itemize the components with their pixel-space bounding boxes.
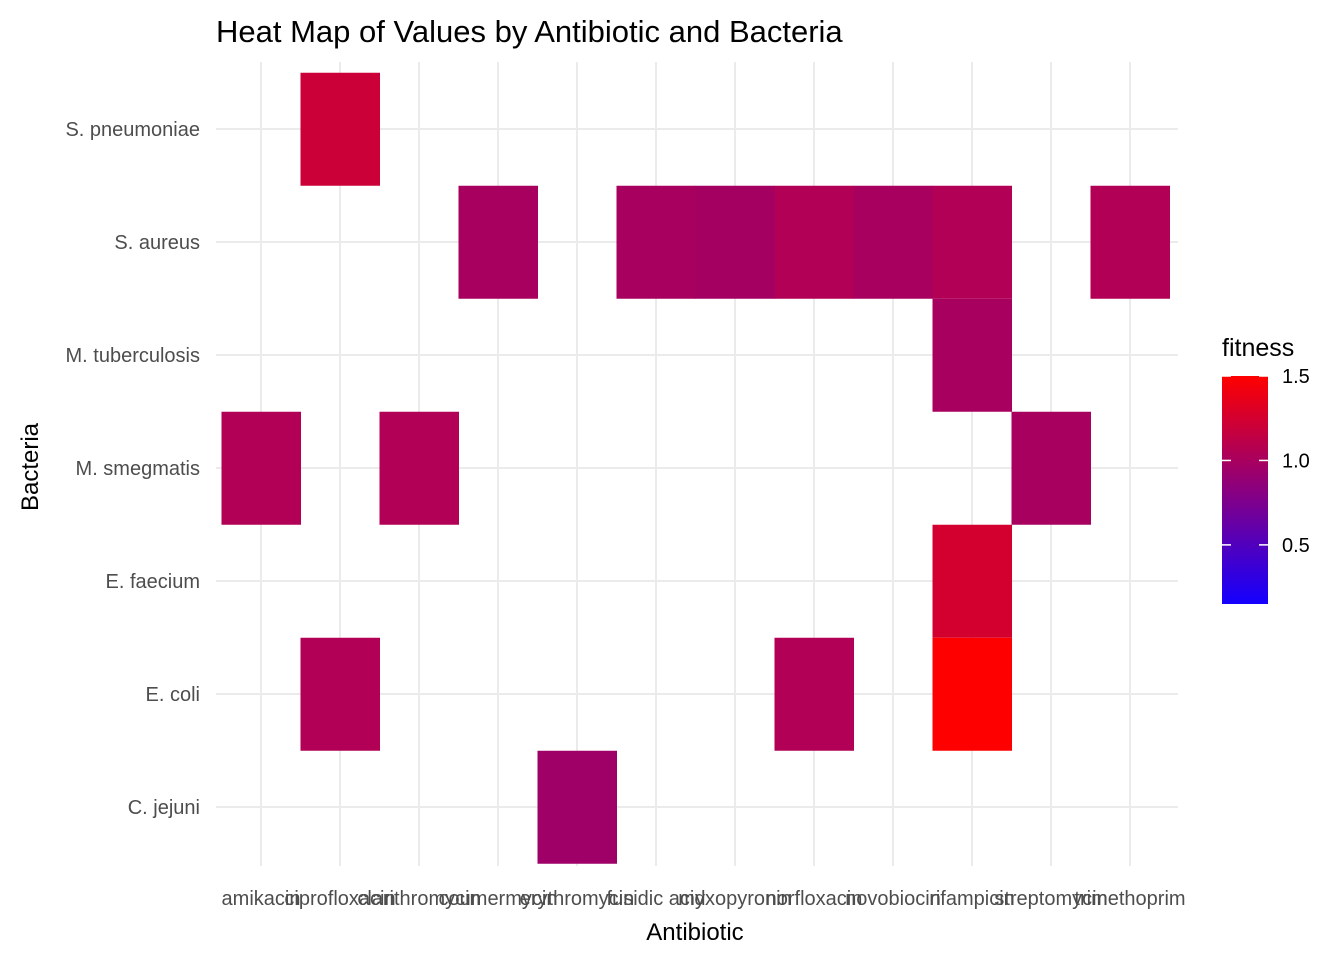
legend-ticks: 0.5 1.0 1.5 xyxy=(1222,366,1310,557)
heatmap-cell xyxy=(695,185,775,299)
heatmap-cell xyxy=(537,750,617,864)
heatmap-cell xyxy=(1011,411,1091,525)
x-tick-labels: amikacinciprofloxacinclarithromycincoume… xyxy=(222,888,1186,910)
legend: fitness 0.5 1.0 1.5 xyxy=(1222,334,1310,604)
x-tick-label: novobiocin xyxy=(845,888,941,910)
x-tick-label: trimethoprim xyxy=(1074,888,1185,910)
y-tick-label: C. jejuni xyxy=(128,797,200,819)
x-tick-label: fusidic acid xyxy=(607,888,706,910)
heatmap-cell xyxy=(221,411,301,525)
heatmap-cell xyxy=(616,185,696,299)
heatmap-cell xyxy=(458,185,538,299)
x-tick-label: myxopyronin xyxy=(678,888,791,910)
heatmap-cell xyxy=(774,637,854,751)
heatmap-cells xyxy=(221,72,1170,864)
legend-title: fitness xyxy=(1222,334,1294,362)
y-tick-label: E. faecium xyxy=(106,571,200,593)
heatmap-cell xyxy=(300,637,380,751)
x-axis-label: Antibiotic xyxy=(646,919,743,946)
x-tick-label: clarithromycin xyxy=(357,888,480,910)
legend-tick-label: 1.5 xyxy=(1282,366,1310,388)
heatmap-cell xyxy=(932,637,1012,751)
heatmap-cell xyxy=(774,185,854,299)
heatmap-cell xyxy=(932,524,1012,638)
heatmap-cell xyxy=(932,298,1012,412)
x-tick-label: norfloxacin xyxy=(766,888,863,910)
y-axis-label: Bacteria xyxy=(17,422,44,511)
x-tick-label: amikacin xyxy=(222,888,301,910)
y-tick-label: S. aureus xyxy=(114,232,200,254)
legend-colorbar xyxy=(1222,376,1268,604)
heatmap-cell xyxy=(853,185,933,299)
heatmap-cell xyxy=(300,72,380,186)
y-tick-label: S. pneumoniae xyxy=(65,119,200,141)
y-tick-labels: C. jejuni E. coli E. faecium M. smegmatis M.… xyxy=(65,119,200,819)
legend-tick-label: 1.0 xyxy=(1282,450,1310,472)
chart-title: Heat Map of Values by Antibiotic and Bac… xyxy=(216,14,843,49)
x-tick-label: rifampicin xyxy=(929,888,1015,910)
y-tick-label: M. tuberculosis xyxy=(66,345,201,367)
x-tick-label: ciprofloxacin xyxy=(284,888,395,910)
heatmap-cell xyxy=(932,185,1012,299)
heatmap-cell xyxy=(1090,185,1170,299)
heatmap-cell xyxy=(379,411,459,525)
legend-tick-label: 0.5 xyxy=(1282,535,1310,557)
x-tick-label: erythromycin xyxy=(520,888,634,910)
y-tick-label: M. smegmatis xyxy=(76,458,200,480)
y-tick-label: E. coli xyxy=(146,684,200,706)
x-tick-label: coumermycin xyxy=(439,888,558,910)
x-tick-label: streptomycin xyxy=(994,888,1107,910)
